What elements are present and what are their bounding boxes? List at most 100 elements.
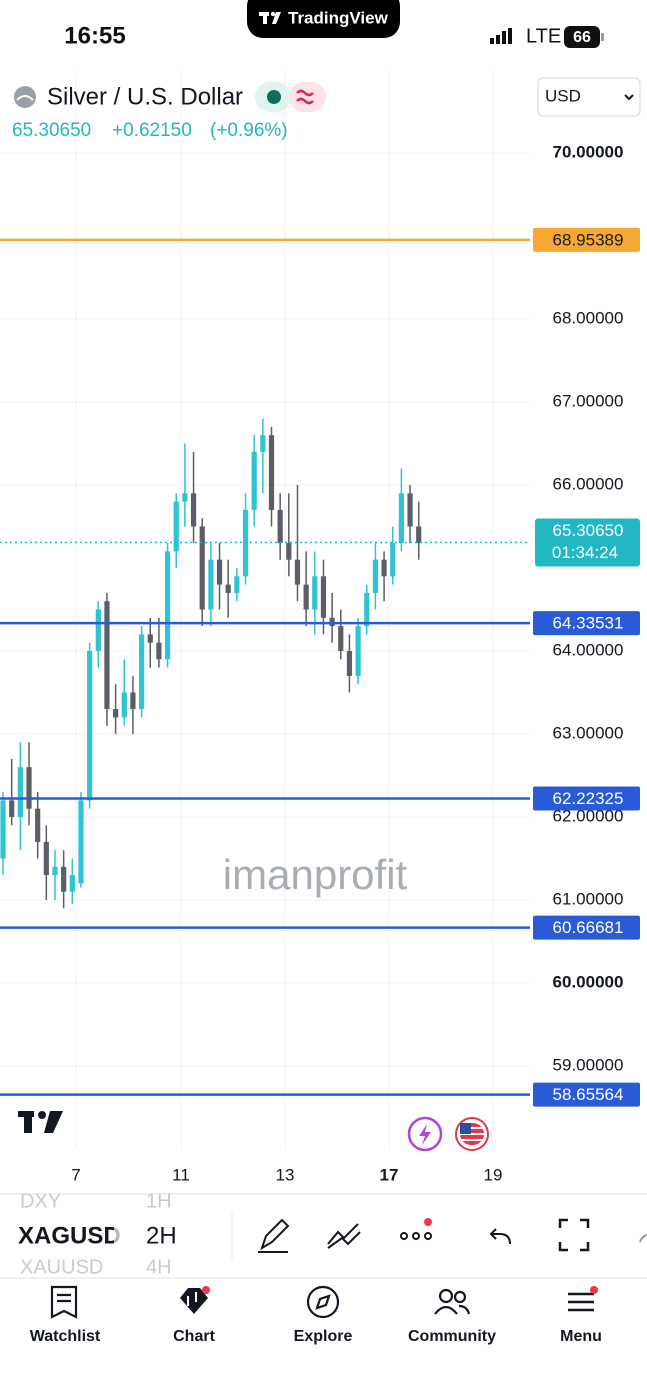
candle-body xyxy=(138,634,145,710)
nav-label[interactable]: Menu xyxy=(560,1328,602,1345)
symbol-name[interactable]: Silver / U.S. Dollar xyxy=(47,83,243,110)
draw-tool[interactable] xyxy=(258,1218,290,1253)
candle-body xyxy=(312,576,318,610)
candle-body xyxy=(416,526,422,544)
candle-body xyxy=(182,493,188,502)
bolt-icon xyxy=(419,1124,431,1145)
candle-body xyxy=(338,626,344,651)
candle-body xyxy=(69,875,75,892)
candle-body xyxy=(113,709,119,718)
battery-level: 66 xyxy=(573,29,591,46)
nav-label[interactable]: Community xyxy=(408,1328,496,1345)
candle-body xyxy=(87,651,93,801)
price-line-box xyxy=(533,786,640,811)
event-icon xyxy=(296,89,314,105)
event-pill[interactable] xyxy=(289,82,326,112)
price-line-box xyxy=(533,611,640,636)
candle-body xyxy=(130,692,136,710)
candle-body xyxy=(372,559,379,593)
notification-dot xyxy=(424,1218,432,1226)
tv-logo xyxy=(18,1111,63,1133)
signal-icon xyxy=(490,28,512,44)
candle-body xyxy=(268,435,275,510)
more-tool[interactable] xyxy=(400,1232,432,1240)
candle-body xyxy=(277,509,283,544)
more-tools-hint xyxy=(639,1234,647,1243)
candle-body xyxy=(190,493,197,527)
price-line-label: 64.33531 xyxy=(553,614,624,633)
tv-mini-logo xyxy=(259,11,281,24)
candle-body xyxy=(346,651,353,676)
price-line-label: 68.95389 xyxy=(553,230,624,249)
candle-body xyxy=(173,501,179,552)
candle-body xyxy=(303,584,309,610)
candle-body xyxy=(234,576,240,593)
y-tick-label: 59.00000 xyxy=(553,1055,624,1074)
candle-body xyxy=(43,841,49,876)
candle-body xyxy=(225,584,231,593)
candle-body xyxy=(35,808,41,842)
price-line-label: 58.65564 xyxy=(553,1085,624,1104)
candle-body xyxy=(78,800,84,884)
price-line-box xyxy=(533,227,640,252)
candle-body xyxy=(355,626,361,676)
symbol-option[interactable]: DXY xyxy=(20,1190,61,1212)
fullscreen-tool[interactable] xyxy=(558,1218,590,1252)
candle-body xyxy=(216,559,223,585)
x-tick-label: 17 xyxy=(380,1165,399,1184)
y-tick-label: 60.00000 xyxy=(553,972,624,991)
bar-countdown: 01:34:24 xyxy=(552,543,618,562)
candle-body xyxy=(251,451,257,510)
candle-body xyxy=(147,634,153,643)
candle-body xyxy=(104,601,110,710)
app-name: TradingView xyxy=(288,8,389,27)
candle-body xyxy=(208,559,214,610)
candle-body xyxy=(294,559,301,585)
x-tick-label: 7 xyxy=(71,1165,80,1184)
fade xyxy=(114,1195,130,1280)
indicator-tool[interactable] xyxy=(327,1223,361,1249)
candle-body xyxy=(17,767,23,817)
symbol-current[interactable]: XAGUSD xyxy=(18,1222,121,1249)
nav-label[interactable]: Explore xyxy=(294,1328,353,1345)
battery xyxy=(564,26,600,48)
nav-label[interactable]: Chart xyxy=(173,1328,215,1345)
interval-current[interactable]: 2H xyxy=(146,1222,177,1249)
undo-tool[interactable] xyxy=(489,1228,511,1245)
symbol-option[interactable]: XAUUSD xyxy=(20,1256,103,1278)
candle-body xyxy=(398,493,404,544)
x-tick-label: 11 xyxy=(172,1165,190,1184)
notch xyxy=(247,0,400,38)
network: LTE xyxy=(526,25,561,47)
y-tick-label: 61.00000 xyxy=(553,889,624,908)
menu-icon xyxy=(568,1286,598,1312)
candle-body xyxy=(390,543,396,577)
nav-label[interactable]: Watchlist xyxy=(30,1328,101,1345)
price-line-box xyxy=(533,1082,640,1107)
candle-body xyxy=(121,692,127,718)
y-tick-label: 67.00000 xyxy=(553,391,624,410)
y-tick-label: 68.00000 xyxy=(553,308,624,327)
candle-body xyxy=(320,576,327,618)
candle-body xyxy=(260,435,266,452)
watchlist-icon xyxy=(50,1285,78,1319)
candle-body xyxy=(364,592,370,627)
current-price-box xyxy=(535,518,640,567)
currency: USD xyxy=(545,86,581,105)
flag-icon xyxy=(460,1123,484,1145)
interval-option[interactable]: 4H xyxy=(146,1256,172,1278)
market-open-dot xyxy=(267,90,281,104)
last-price: 65.30650 xyxy=(12,120,91,141)
symbol-icon-mark xyxy=(16,95,34,101)
y-tick-label: 66.00000 xyxy=(553,474,624,493)
price-change: +0.62150 xyxy=(112,120,192,141)
currency-select[interactable] xyxy=(537,77,641,117)
interval-option[interactable]: 1H xyxy=(146,1190,172,1212)
community-icon xyxy=(434,1288,471,1315)
select-caret xyxy=(624,94,634,101)
price-line-label: 62.22325 xyxy=(553,789,624,808)
explore-icon xyxy=(306,1285,340,1319)
